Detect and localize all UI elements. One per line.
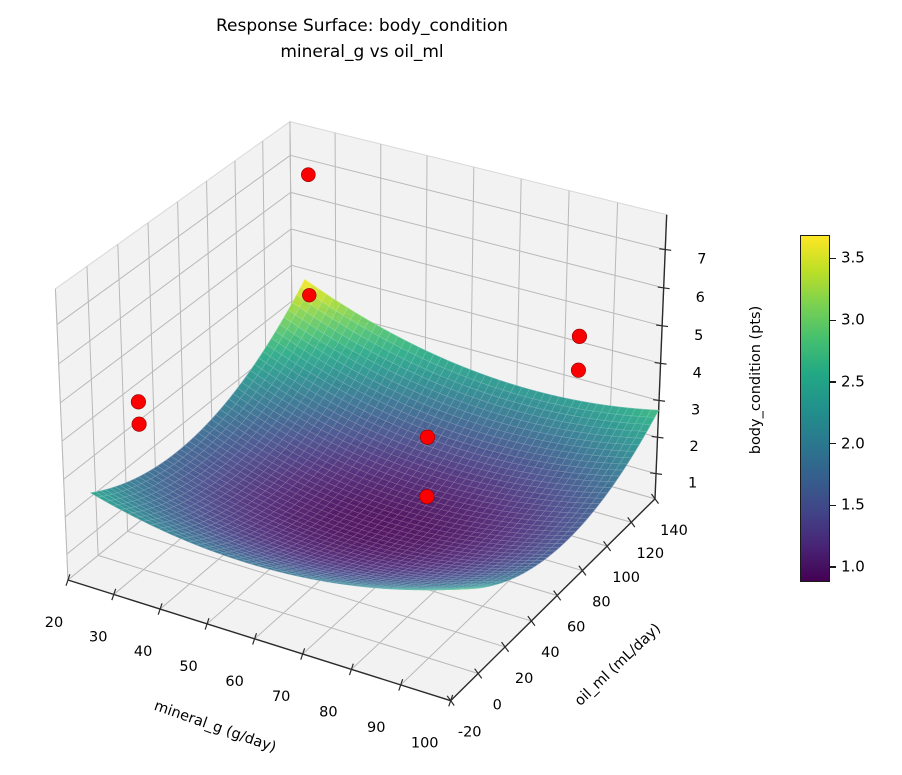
y-tick-label: 120	[636, 546, 664, 562]
grid-floor-y	[127, 530, 506, 648]
y-tick-label: 100	[612, 570, 640, 586]
x-tick	[300, 648, 306, 660]
x-tick	[111, 588, 117, 601]
x-tick-label: 90	[367, 720, 385, 736]
grid-wall-left-y	[177, 201, 186, 485]
x-tick-label: 70	[272, 689, 290, 705]
z-tick	[657, 286, 670, 290]
scatter-point	[419, 429, 436, 445]
y-tick	[501, 641, 510, 653]
x-tick	[398, 679, 404, 691]
y-tick-label: 40	[541, 645, 559, 661]
y-tick	[650, 493, 660, 505]
colorbar-tick	[830, 442, 836, 445]
x-tick-label: 20	[45, 615, 63, 631]
x-tick-label: 100	[411, 736, 439, 752]
z-tick	[651, 435, 664, 439]
z-tick-label: 5	[694, 328, 703, 344]
colorbar-tick-label: 1.5	[841, 495, 865, 514]
grid-floor-y	[97, 554, 479, 674]
colorbar-tick-label: 3.5	[841, 248, 865, 267]
grid-wall-left-z	[56, 154, 291, 325]
x-tick	[65, 574, 71, 586]
z-tick	[656, 324, 669, 328]
grid-wall-left-y	[54, 288, 69, 581]
y-tick	[603, 540, 612, 552]
scatter-point	[302, 288, 317, 303]
z-tick-label: 2	[690, 439, 699, 455]
x-tick-label: 40	[134, 644, 152, 660]
grid-wall-right-z	[291, 264, 661, 364]
chart-title: Response Surface: body_condition mineral…	[0, 13, 724, 65]
x-tick-label: 60	[225, 674, 243, 690]
z-axis-label: body_condition (pts)	[748, 305, 764, 455]
y-axis-line	[450, 498, 656, 702]
x-tick	[348, 663, 354, 676]
y-tick-label: 140	[660, 523, 688, 539]
y-tick-label: -20	[458, 725, 482, 741]
scatter-point	[130, 394, 146, 410]
z-tick-label: 4	[693, 365, 702, 381]
y-tick	[474, 668, 483, 679]
grid-wall-left-y	[86, 266, 99, 556]
z-tick-label: 3	[691, 402, 700, 418]
scatter-point	[570, 362, 586, 378]
colorbar-tick-label: 3.0	[841, 310, 865, 329]
chart-title-line2: mineral_g vs oil_ml	[280, 42, 444, 62]
y-tick	[627, 517, 636, 528]
y-tick	[578, 565, 587, 576]
scatter-point	[571, 328, 587, 344]
colorbar-tick	[830, 381, 836, 383]
y-tick-label: 20	[515, 671, 533, 687]
grid-wall-left-y	[147, 222, 158, 508]
y-tick-label: 60	[567, 619, 585, 635]
x-tick	[157, 603, 163, 615]
y-tick	[446, 695, 455, 706]
y-tick-label: 0	[493, 698, 502, 714]
colorbar-tick	[830, 257, 836, 260]
chart-title-line1: Response Surface: body_condition	[215, 16, 509, 36]
z-tick	[650, 472, 663, 475]
colorbar-tick-label: 2.5	[841, 372, 865, 391]
colorbar-tick-label: 2.0	[841, 434, 865, 453]
colorbar-tick	[830, 566, 836, 568]
z-tick-label: 6	[696, 290, 705, 306]
colorbar-tick	[830, 319, 836, 321]
y-tick	[553, 590, 562, 601]
z-axis-line	[654, 214, 668, 499]
z-tick	[659, 248, 672, 251]
grid-wall-left-z	[60, 228, 292, 404]
z-tick	[654, 361, 667, 365]
grid-wall-left-z	[63, 300, 293, 480]
colorbar-tick	[830, 504, 836, 507]
y-tick-label: 80	[592, 595, 610, 611]
x-tick-label: 30	[89, 629, 107, 645]
scatter-point	[301, 167, 316, 182]
y-tick	[527, 615, 536, 627]
x-tick-label: 50	[179, 659, 197, 675]
z-tick-label: 7	[697, 252, 706, 268]
scatter-point	[419, 489, 435, 505]
z-tick-label: 1	[688, 476, 697, 492]
colorbar-tick-label: 1.0	[841, 557, 865, 576]
z-tick	[653, 399, 666, 402]
x-tick	[252, 632, 258, 645]
scatter-point	[131, 416, 147, 432]
grid-wall-right-z	[290, 154, 666, 251]
x-tick	[204, 617, 210, 630]
x-axis-line	[67, 579, 451, 702]
grid-wall-left-y	[206, 181, 214, 462]
grid-wall-right-z	[290, 191, 664, 289]
colorbar	[800, 235, 830, 582]
grid-wall-left-z	[61, 264, 292, 442]
grid-wall-left-z	[58, 191, 291, 365]
x-tick-label: 80	[319, 704, 337, 720]
grid-wall-right-z	[290, 228, 663, 327]
